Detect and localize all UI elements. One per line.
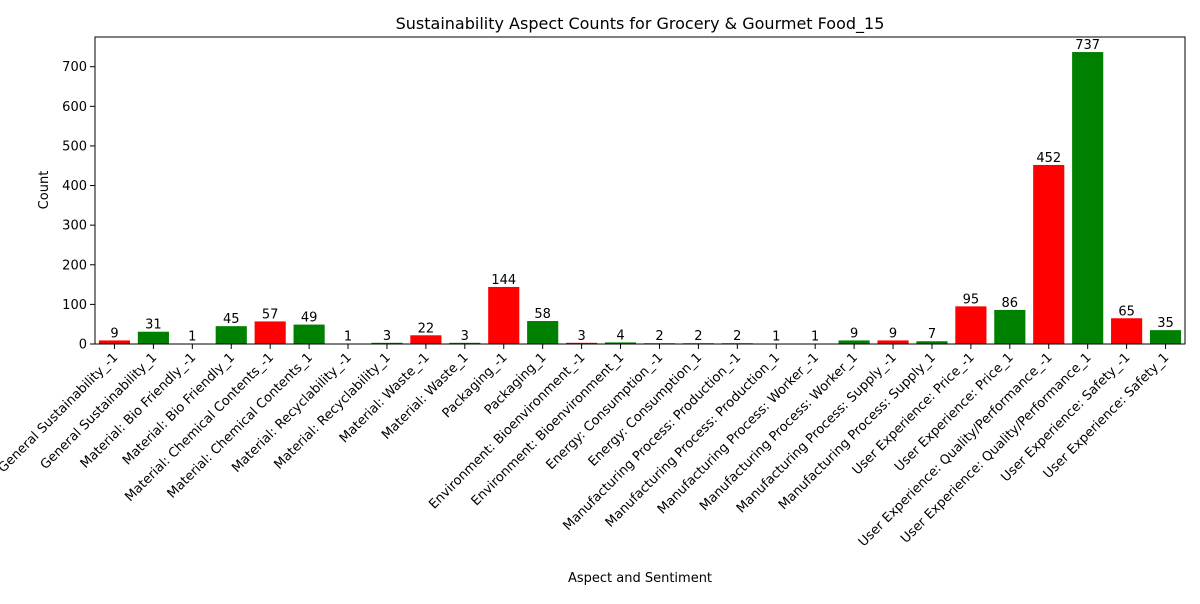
data-label: 31 [145,318,162,333]
bar [994,310,1025,344]
bar [216,326,247,344]
data-label: 9 [850,326,858,341]
y-tick-label: 0 [79,338,87,353]
data-label: 3 [577,329,585,344]
data-label: 9 [110,326,118,341]
bar [255,321,286,344]
y-tick-label: 100 [62,298,87,313]
data-label: 49 [301,311,318,326]
data-label: 1 [772,330,780,345]
bar [1033,165,1064,344]
data-label: 2 [733,329,741,344]
data-label: 7 [928,327,936,342]
data-label: 1 [811,330,819,345]
x-axis-title: Aspect and Sentiment [568,571,712,586]
data-label: 4 [616,328,624,343]
data-label: 452 [1036,151,1061,166]
bar [294,325,325,344]
y-tick-label: 700 [62,60,87,75]
plot-frame [95,37,1185,344]
data-label: 144 [491,273,516,288]
y-tick-label: 200 [62,258,87,273]
bar [527,321,558,344]
data-label: 737 [1075,38,1100,53]
bar [1111,318,1142,344]
data-label: 35 [1157,316,1174,331]
data-label: 65 [1118,304,1135,319]
y-tick-label: 400 [62,179,87,194]
y-tick-label: 500 [62,139,87,154]
y-tick-label: 300 [62,219,87,234]
data-label: 57 [262,307,279,322]
bar [410,335,441,344]
chart-title: Sustainability Aspect Counts for Grocery… [396,14,885,34]
data-label: 3 [383,329,391,344]
data-label: 45 [223,312,240,327]
data-label: 2 [655,329,663,344]
bar [1072,52,1103,344]
data-label: 9 [889,326,897,341]
y-tick-label: 600 [62,100,87,115]
bar [138,332,169,344]
data-label: 3 [461,329,469,344]
data-label: 1 [188,330,196,345]
data-label: 2 [694,329,702,344]
bar [1150,330,1181,344]
bar [955,306,986,344]
data-label: 58 [534,307,551,322]
bar [488,287,519,344]
data-label: 22 [418,321,435,336]
x-tick-label: Material: Chemical Contents_1 [165,350,316,501]
data-label: 95 [963,292,980,307]
y-axis-title: Count [37,171,52,210]
data-label: 86 [1002,296,1019,311]
data-label: 1 [344,330,352,345]
